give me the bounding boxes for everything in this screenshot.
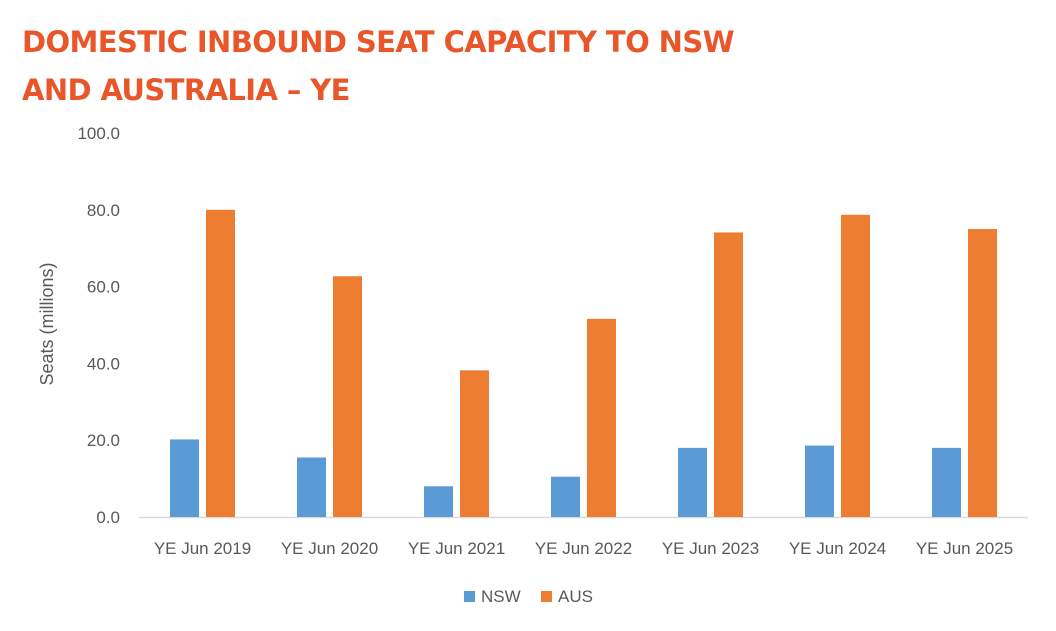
bar-nsw [678,447,707,517]
legend: NSW AUS [464,587,593,606]
x-tick-label: YE Jun 2021 [408,539,505,558]
chart-title-line-2: AND AUSTRALIA – YE [22,73,350,107]
bars [170,209,997,518]
x-tick-label: YE Jun 2022 [535,539,632,558]
x-tick-label: YE Jun 2020 [281,539,378,558]
chart-title: DOMESTIC INBOUND SEAT CAPACITY TO NSW AN… [22,18,922,114]
bar-aus [587,318,616,517]
legend-swatch-aus [541,591,552,602]
chart-title-line-1: DOMESTIC INBOUND SEAT CAPACITY TO NSW [22,25,735,59]
bar-nsw [805,445,834,517]
bar-aus [206,209,235,518]
x-axis-ticks: YE Jun 2019 YE Jun 2020 YE Jun 2021 YE Jun … [154,539,1013,558]
y-axis-label: Seats (millions) [37,262,57,385]
x-tick-label: YE Jun 2019 [154,539,251,558]
bar-aus [714,232,743,517]
y-tick-label: 20.0 [87,431,120,450]
y-axis-ticks: 0.0 20.0 40.0 60.0 80.0 100.0 [77,124,120,527]
legend-label-aus: AUS [558,587,593,606]
legend-swatch-nsw [464,591,475,602]
bar-aus [333,276,362,517]
legend-label-nsw: NSW [481,587,521,606]
x-tick-label: YE Jun 2024 [789,539,886,558]
bar-aus [460,370,489,517]
y-tick-label: 40.0 [87,354,120,373]
bar-aus [968,229,997,517]
bar-nsw [932,447,961,517]
bar-aus [841,214,870,518]
y-tick-label: 0.0 [96,508,120,527]
bar-nsw [551,476,580,517]
x-tick-label: YE Jun 2025 [916,539,1013,558]
y-tick-label: 80.0 [87,201,120,220]
bar-nsw [424,486,453,517]
x-tick-label: YE Jun 2023 [662,539,759,558]
bar-nsw [297,457,326,517]
y-tick-label: 100.0 [77,124,120,143]
y-tick-label: 60.0 [87,278,120,297]
bar-nsw [170,439,199,517]
